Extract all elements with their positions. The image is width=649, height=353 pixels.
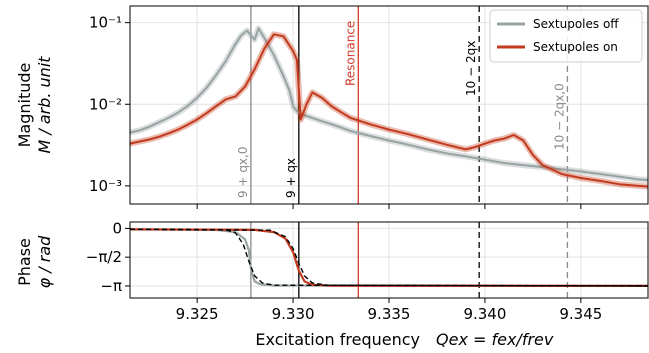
phase-series [129, 228, 649, 287]
phase-xtick-label-1: 9.330 [272, 305, 315, 323]
magnitude-ylabel-line1: Magnitude [15, 63, 34, 148]
phase-ytick-label-1: −π/2 [86, 248, 122, 266]
phase-x-ticks: 9.325 9.330 9.335 9.340 9.345 [176, 298, 602, 323]
legend-label-off: Sextupoles off [533, 17, 619, 31]
x-axis-label: Excitation frequency [255, 330, 420, 349]
legend-label-on: Sextupoles on [533, 40, 618, 54]
phase-y-ticks: 0 −π/2 −π [86, 219, 130, 295]
phase-series-2 [129, 228, 649, 287]
magnitude-x-ticks [196, 204, 582, 209]
magnitude-ytick-label-0: 10⁻¹ [89, 14, 122, 32]
phase-ylabel-line2: φ / rad [35, 235, 54, 289]
marker-label-4: 10 − 2qx,0 [552, 83, 566, 150]
phase-series-1 [129, 228, 649, 287]
phase-ytick-label-0: 0 [112, 219, 122, 237]
legend: Sextupoles off Sextupoles on [489, 9, 643, 63]
magnitude-ylabel-line2: M / arb. unit [35, 56, 54, 154]
phase-ylabel-line1: Phase [15, 238, 34, 286]
phase-panel: 0−π/2−π 9.325 9.330 9.335 9.340 9.345 Phase … [15, 219, 649, 349]
phase-xtick-label-2: 9.335 [368, 305, 411, 323]
phase-series-3 [129, 228, 649, 287]
x-axis-formula: Qex = fex/frev [436, 330, 554, 349]
magnitude-y-ticks: 10⁻¹ 10⁻² 10⁻³ [89, 14, 130, 195]
magnitude-series-0 [129, 27, 649, 181]
magnitude-vertical-markers: 9 + qx,0 9 + qx Resonance 10 − 2qx 10 − 2qx,… [236, 6, 569, 204]
phase-series-0 [129, 228, 649, 287]
legend-box [489, 9, 643, 63]
phase-xtick-label-4: 9.345 [559, 305, 602, 323]
phase-xtick-label-0: 9.325 [176, 305, 219, 323]
phase-ytick-label-2: −π [100, 277, 122, 295]
marker-label-0: 9 + qx,0 [236, 147, 250, 199]
magnitude-ytick-label-1: 10⁻² [89, 95, 122, 113]
marker-label-2: Resonance [343, 21, 357, 86]
magnitude-series [129, 25, 649, 190]
marker-label-3: 10 − 2qx [464, 41, 478, 96]
magnitude-series-1 [129, 33, 649, 188]
phase-xtick-label-3: 9.340 [463, 305, 506, 323]
magnitude-ytick-label-2: 10⁻³ [89, 177, 122, 195]
magnitude-panel: 9 + qx,0 9 + qx Resonance 10 − 2qx 10 − 2qx,… [15, 5, 649, 209]
marker-label-1: 9 + qx [284, 158, 298, 198]
